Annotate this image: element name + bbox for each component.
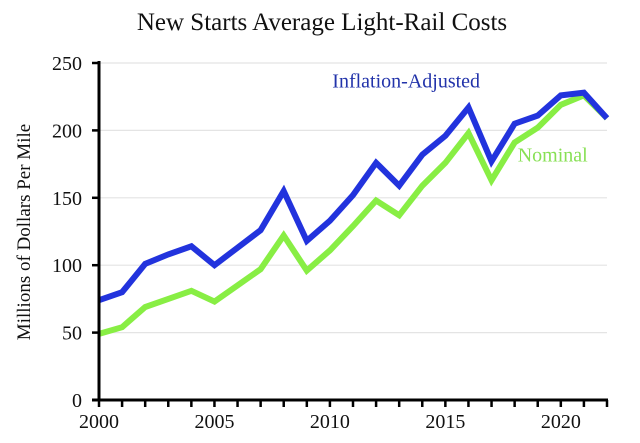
x-tick-label: 2015 bbox=[425, 411, 465, 433]
x-tick-label: 2010 bbox=[310, 411, 350, 433]
x-tick-label: 2000 bbox=[79, 411, 119, 433]
chart-title: New Starts Average Light-Rail Costs bbox=[137, 9, 507, 36]
y-axis-label: Millions of Dollars Per Mile bbox=[14, 124, 35, 340]
x-tick-label: 2005 bbox=[194, 411, 234, 433]
y-tick-label: 100 bbox=[52, 255, 82, 277]
series-line-nominal bbox=[98, 91, 610, 337]
y-tick-label: 200 bbox=[52, 120, 82, 142]
series-line-inflation-adjusted bbox=[98, 89, 610, 304]
y-tick-label: 150 bbox=[52, 188, 82, 210]
label-inflation-adjusted: Inflation-Adjusted bbox=[332, 71, 480, 93]
ticks: 0 50 100 150 200 250 2000 2005 2010 2015 2020 bbox=[52, 53, 609, 433]
x-tick-label: 2020 bbox=[541, 411, 581, 433]
y-tick-label: 250 bbox=[52, 53, 82, 75]
label-nominal: Nominal bbox=[518, 145, 588, 167]
series-labels: Inflation-Adjusted Nominal bbox=[332, 71, 588, 167]
y-tick-label: 0 bbox=[72, 390, 82, 412]
series-group bbox=[98, 89, 610, 337]
axes bbox=[92, 61, 608, 402]
y-tick-label: 50 bbox=[62, 323, 82, 345]
